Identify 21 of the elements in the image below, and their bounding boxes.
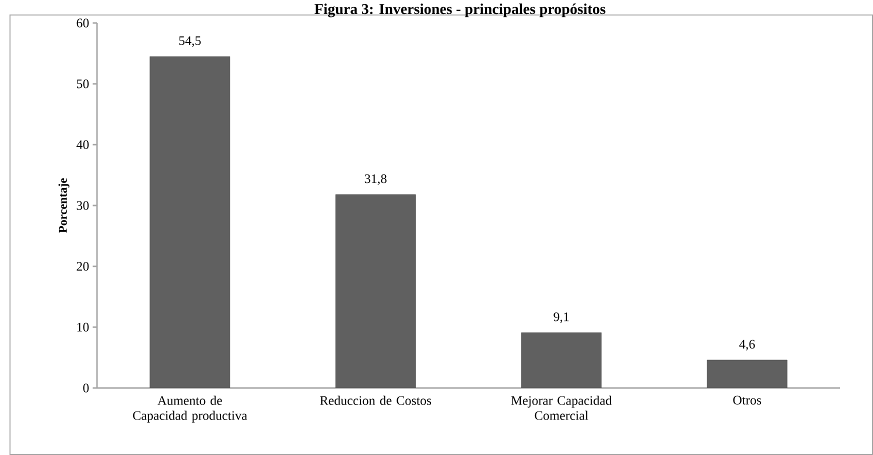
y-tick-label: 60 <box>76 18 89 28</box>
bar <box>521 332 602 388</box>
y-tick-label: 50 <box>76 79 89 88</box>
x-tick-label: Otros <box>733 396 762 405</box>
data-label: 31,8 <box>364 174 387 186</box>
chart-title: Figura 3: Inversiones - principales propósitos <box>314 4 606 18</box>
data-label: 54,5 <box>179 36 201 47</box>
x-tick-label: Reduccion de Costos <box>320 396 432 405</box>
bar <box>706 360 788 388</box>
y-axis-title: Porcentaje <box>58 178 70 233</box>
x-tick-label: Aumento de Capacidad productiva <box>133 396 248 423</box>
y-tick-label: 40 <box>76 140 89 150</box>
y-tick-label: 30 <box>76 201 89 210</box>
bar <box>335 194 416 388</box>
y-tick-label: 10 <box>77 322 89 332</box>
y-tick-label: 0 <box>83 384 89 392</box>
data-label: 9,1 <box>554 312 569 324</box>
x-tick-label: Mejorar Capacidad Comercial <box>511 396 612 420</box>
bar <box>150 56 230 388</box>
data-label: 4,6 <box>739 340 755 350</box>
y-tick-label: 20 <box>76 262 89 271</box>
